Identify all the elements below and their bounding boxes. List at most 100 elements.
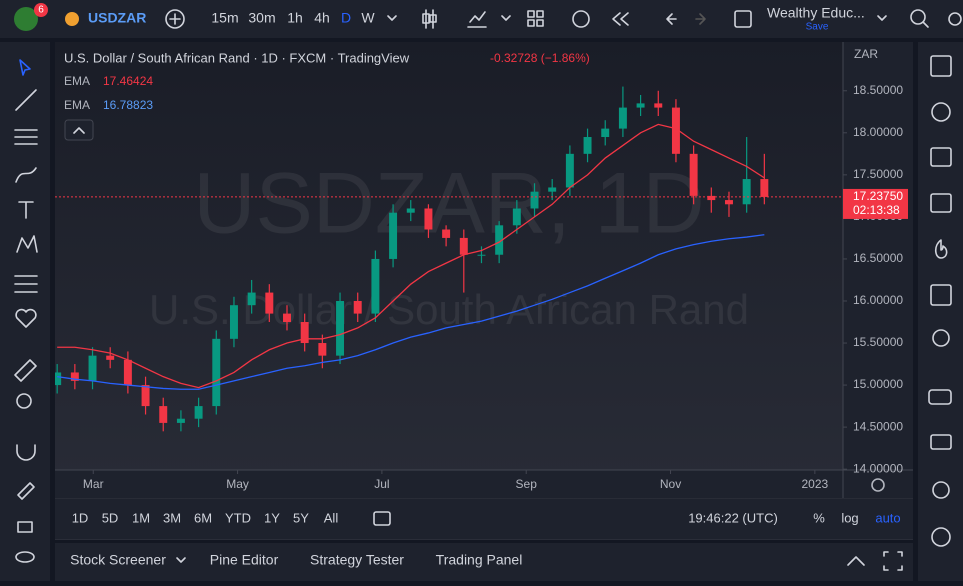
favorites[interactable] <box>15 308 37 328</box>
x-tick-label: Nov <box>660 477 681 491</box>
panel-tab[interactable]: Trading Panel <box>436 552 523 568</box>
candle-body <box>707 195 716 201</box>
zoom[interactable] <box>16 393 32 409</box>
range[interactable]: 5Y <box>293 510 309 525</box>
interval[interactable]: 4h <box>314 10 330 26</box>
expand-panel[interactable] <box>847 556 865 566</box>
cursor-tool[interactable] <box>19 59 31 76</box>
save[interactable]: Save <box>806 22 829 33</box>
indicator-value: 17.46424 <box>103 74 153 88</box>
interval[interactable]: W <box>361 10 375 26</box>
interval[interactable]: 1h <box>287 10 303 26</box>
candle-body <box>601 128 610 138</box>
range[interactable]: 6M <box>194 510 212 525</box>
auto-toggle[interactable]: auto <box>875 510 900 525</box>
axis-settings[interactable] <box>871 478 885 492</box>
data-window[interactable] <box>930 193 952 213</box>
fib-tool[interactable] <box>14 129 38 145</box>
range[interactable]: All <box>324 510 339 525</box>
news[interactable] <box>930 147 952 167</box>
candle-body <box>583 137 592 154</box>
replay[interactable] <box>612 12 629 26</box>
log-toggle[interactable]: log <box>841 510 858 525</box>
interval-active[interactable]: D <box>341 10 351 26</box>
ideas[interactable] <box>932 329 950 347</box>
x-tick-label: Jul <box>374 477 389 491</box>
alerts[interactable] <box>931 102 951 122</box>
y-tick-label: 18.00000 <box>853 125 903 139</box>
trend-line[interactable] <box>15 89 37 111</box>
ema-line <box>57 123 765 389</box>
brush-tool[interactable] <box>15 167 37 183</box>
chart-style[interactable] <box>422 9 437 29</box>
panel-tab[interactable]: Strategy Tester <box>310 552 404 568</box>
symbol-flag <box>65 12 79 26</box>
dropdown[interactable] <box>877 15 887 21</box>
collapse-legend[interactable] <box>64 119 94 141</box>
candle-body <box>353 300 362 314</box>
redo[interactable] <box>695 13 706 25</box>
calendar[interactable] <box>930 284 952 306</box>
pattern-tool[interactable] <box>16 235 38 253</box>
candle-body <box>176 418 185 423</box>
candle-body <box>530 191 539 209</box>
last-price-label: 17.23750 <box>853 189 903 203</box>
symbol[interactable]: USDZAR <box>88 10 146 26</box>
undo[interactable] <box>666 13 677 25</box>
range-bar <box>55 499 913 539</box>
date-range[interactable] <box>373 511 391 526</box>
chats[interactable] <box>928 389 952 405</box>
magnet[interactable] <box>16 444 36 461</box>
text-tool[interactable] <box>18 201 34 219</box>
settings[interactable] <box>948 12 962 26</box>
range[interactable]: 1M <box>132 510 150 525</box>
search-handle <box>922 21 929 28</box>
dropdown[interactable] <box>387 15 397 21</box>
range[interactable]: 1Y <box>264 510 280 525</box>
dropdown[interactable] <box>501 15 511 21</box>
interval[interactable]: 30m <box>248 10 275 26</box>
range[interactable]: 1D <box>72 510 89 525</box>
percent-toggle[interactable]: % <box>813 510 825 525</box>
logo[interactable] <box>14 7 38 31</box>
x-tick-label: Mar <box>83 477 104 491</box>
candle-body <box>725 200 733 205</box>
account[interactable]: Wealthy Educ... <box>767 5 865 21</box>
indicators[interactable] <box>467 11 487 28</box>
add-symbol[interactable] <box>165 9 185 29</box>
candle-body <box>406 208 415 213</box>
hotlists[interactable] <box>934 239 948 259</box>
alert[interactable] <box>572 10 590 28</box>
candle-body <box>106 355 115 360</box>
panel-tab[interactable]: Stock Screener <box>70 552 166 568</box>
measure[interactable] <box>14 359 37 382</box>
replay-trading[interactable] <box>931 527 951 547</box>
candle-body <box>371 258 380 314</box>
countdown: 02:13:38 <box>853 203 900 217</box>
chart-panel <box>55 42 913 540</box>
range[interactable]: YTD <box>225 510 251 525</box>
panel-tab[interactable]: Pine Editor <box>210 552 279 568</box>
range[interactable]: 3M <box>163 510 181 525</box>
stay-drawing[interactable] <box>17 482 35 500</box>
search[interactable] <box>910 9 926 25</box>
hide[interactable] <box>15 551 35 563</box>
watchlist[interactable] <box>930 55 952 77</box>
range[interactable]: 5D <box>102 510 119 525</box>
candle-body <box>70 372 79 381</box>
prediction-tool[interactable] <box>14 275 38 293</box>
y-tick-label: 17.50000 <box>853 167 903 181</box>
x-tick-label: 2023 <box>802 477 829 491</box>
currency[interactable]: ZAR <box>854 47 878 61</box>
clock[interactable]: 19:46:22 (UTC) <box>688 510 778 525</box>
candle-body <box>283 313 291 323</box>
layouts[interactable] <box>527 10 544 27</box>
dropdown[interactable] <box>176 557 186 563</box>
streams[interactable] <box>932 481 950 499</box>
lock[interactable] <box>17 521 33 533</box>
messages[interactable] <box>930 434 952 450</box>
interval[interactable]: 15m <box>211 10 238 26</box>
fullscreen[interactable] <box>734 10 752 28</box>
maximize-panel[interactable] <box>883 551 903 571</box>
